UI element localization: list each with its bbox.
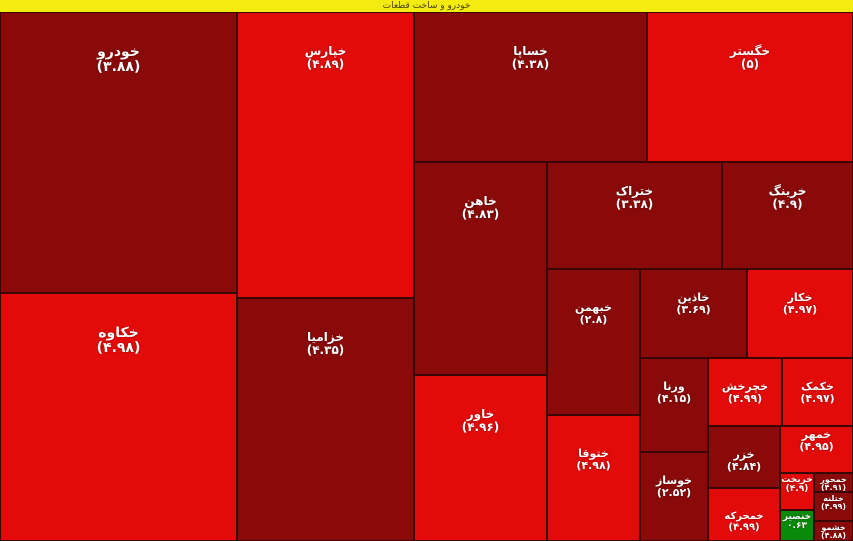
- treemap-tile[interactable]: خاور (۴.۹۶): [414, 375, 547, 541]
- tile-symbol: ورنا: [663, 380, 685, 393]
- treemap-tile[interactable]: خگستر (۵): [647, 12, 853, 162]
- tile-symbol: خشمو: [821, 523, 846, 532]
- tile-change: (۴.۸۳): [461, 207, 500, 221]
- tile-symbol: خنصیر: [782, 512, 812, 522]
- tile-symbol: خمهر: [801, 428, 832, 441]
- tile-symbol: خاور: [466, 407, 495, 421]
- tile-change: (۴.۹۷): [800, 392, 835, 405]
- treemap-tile[interactable]: ورنا (۴.۱۵): [640, 358, 708, 452]
- tile-symbol: خودرو: [97, 44, 140, 60]
- treemap-tile[interactable]: خریخت (۴.۹): [780, 473, 814, 510]
- tile-change: (۳.۶۹): [676, 303, 711, 316]
- tile-symbol: خبهمن: [575, 301, 612, 314]
- tile-change: (۴.۳۸): [511, 57, 550, 71]
- treemap-tile[interactable]: ختلنه (۴.۹۹): [814, 492, 853, 521]
- tile-symbol: خریخت: [781, 475, 813, 485]
- treemap-tile[interactable]: ختراک (۳.۳۸): [547, 162, 722, 269]
- treemap-tile[interactable]: خمهر (۴.۹۵): [780, 426, 853, 473]
- treemap-tile[interactable]: خکمک (۴.۹۷): [782, 358, 853, 426]
- treemap-tile[interactable]: خنصیر ۰.۶۳: [780, 510, 814, 541]
- tile-symbol: ختراک: [615, 184, 654, 198]
- sector-title: خودرو و ساخت قطعات: [382, 1, 471, 11]
- treemap-tile[interactable]: خزر (۴.۸۴): [708, 426, 780, 488]
- tile-change: (۴.۹۹): [728, 522, 760, 533]
- tile-symbol: خاهن: [464, 194, 497, 208]
- treemap-tile[interactable]: خبهمن (۲.۸): [547, 269, 640, 415]
- tile-symbol: خساپا: [513, 44, 548, 58]
- tile-symbol: ختوقا: [578, 447, 609, 460]
- tile-change: ۰.۶۳: [787, 521, 807, 531]
- tile-change: (۴.۸۹): [306, 57, 345, 71]
- treemap-tile[interactable]: خرینگ (۴.۹): [722, 162, 853, 269]
- tile-change: (۴.۹۸): [96, 340, 141, 356]
- treemap-tile[interactable]: خوساز (۲.۵۲): [640, 452, 708, 541]
- tile-symbol: خکاوه: [98, 325, 139, 341]
- tile-change: (۴.۸۴): [726, 460, 762, 473]
- tile-change: (۴.۹): [772, 197, 803, 211]
- tile-change: (۴.۹۱): [821, 483, 846, 492]
- treemap-tile[interactable]: خکار (۴.۹۷): [747, 269, 853, 358]
- tile-symbol: خمحرکه: [724, 511, 764, 522]
- tile-symbol: خپارس: [304, 44, 347, 58]
- treemap: خودرو (۳.۸۸) خپارس (۴.۸۹) خساپا (۴.۳۸) خگستر (۵…: [0, 12, 853, 541]
- tile-symbol: خمحور: [820, 475, 847, 484]
- tile-symbol: خرینگ: [768, 184, 807, 198]
- tile-symbol: خکار: [787, 291, 813, 304]
- tile-change: (۴.۳۵): [306, 343, 345, 357]
- tile-change: (۴.۹۷): [782, 303, 818, 316]
- tile-change: (۴.۹): [785, 484, 809, 494]
- tile-symbol: خگستر: [729, 44, 771, 58]
- treemap-tile[interactable]: خمحرکه (۴.۹۹): [708, 488, 780, 541]
- tile-change: (۴.۹۹): [727, 392, 763, 405]
- treemap-tile[interactable]: خشمو (۴.۸۸): [814, 521, 853, 541]
- tile-change: (۲.۸): [579, 313, 608, 326]
- sector-title-bar: خودرو و ساخت قطعات: [0, 0, 853, 12]
- tile-change: (۳.۸۸): [96, 59, 141, 75]
- tile-change: (۴.۹۵): [799, 440, 834, 453]
- tile-symbol: خاذین: [677, 291, 710, 304]
- tile-symbol: خچرخش: [721, 380, 769, 393]
- tile-change: (۴.۸۸): [821, 531, 846, 540]
- treemap-tile[interactable]: خپارس (۴.۸۹): [237, 12, 414, 298]
- tile-symbol: خکمک: [801, 380, 834, 393]
- treemap-tile[interactable]: خساپا (۴.۳۸): [414, 12, 647, 162]
- tile-change: (۳.۳۸): [615, 197, 654, 211]
- tile-symbol: خزر: [733, 448, 755, 461]
- treemap-tile[interactable]: خمحور (۴.۹۱): [814, 473, 853, 492]
- tile-change: (۴.۹۸): [576, 459, 611, 472]
- treemap-tile[interactable]: خزامیا (۴.۳۵): [237, 298, 414, 541]
- tile-change: (۵): [740, 57, 760, 71]
- tile-change: (۲.۵۲): [656, 486, 692, 499]
- treemap-tile[interactable]: خچرخش (۴.۹۹): [708, 358, 782, 426]
- tile-symbol: خزامیا: [306, 330, 345, 344]
- treemap-tile[interactable]: ختوقا (۴.۹۸): [547, 415, 640, 541]
- tile-change: (۴.۹۶): [461, 420, 500, 434]
- treemap-tile[interactable]: خاهن (۴.۸۳): [414, 162, 547, 375]
- tile-change: (۴.۱۵): [656, 392, 692, 405]
- tile-change: (۴.۹۹): [821, 502, 846, 511]
- tile-symbol: ختلنه: [823, 494, 844, 503]
- treemap-tile[interactable]: خاذین (۳.۶۹): [640, 269, 747, 358]
- treemap-tile[interactable]: خکاوه (۴.۹۸): [0, 293, 237, 541]
- tile-symbol: خوساز: [655, 474, 693, 487]
- treemap-tile[interactable]: خودرو (۳.۸۸): [0, 12, 237, 293]
